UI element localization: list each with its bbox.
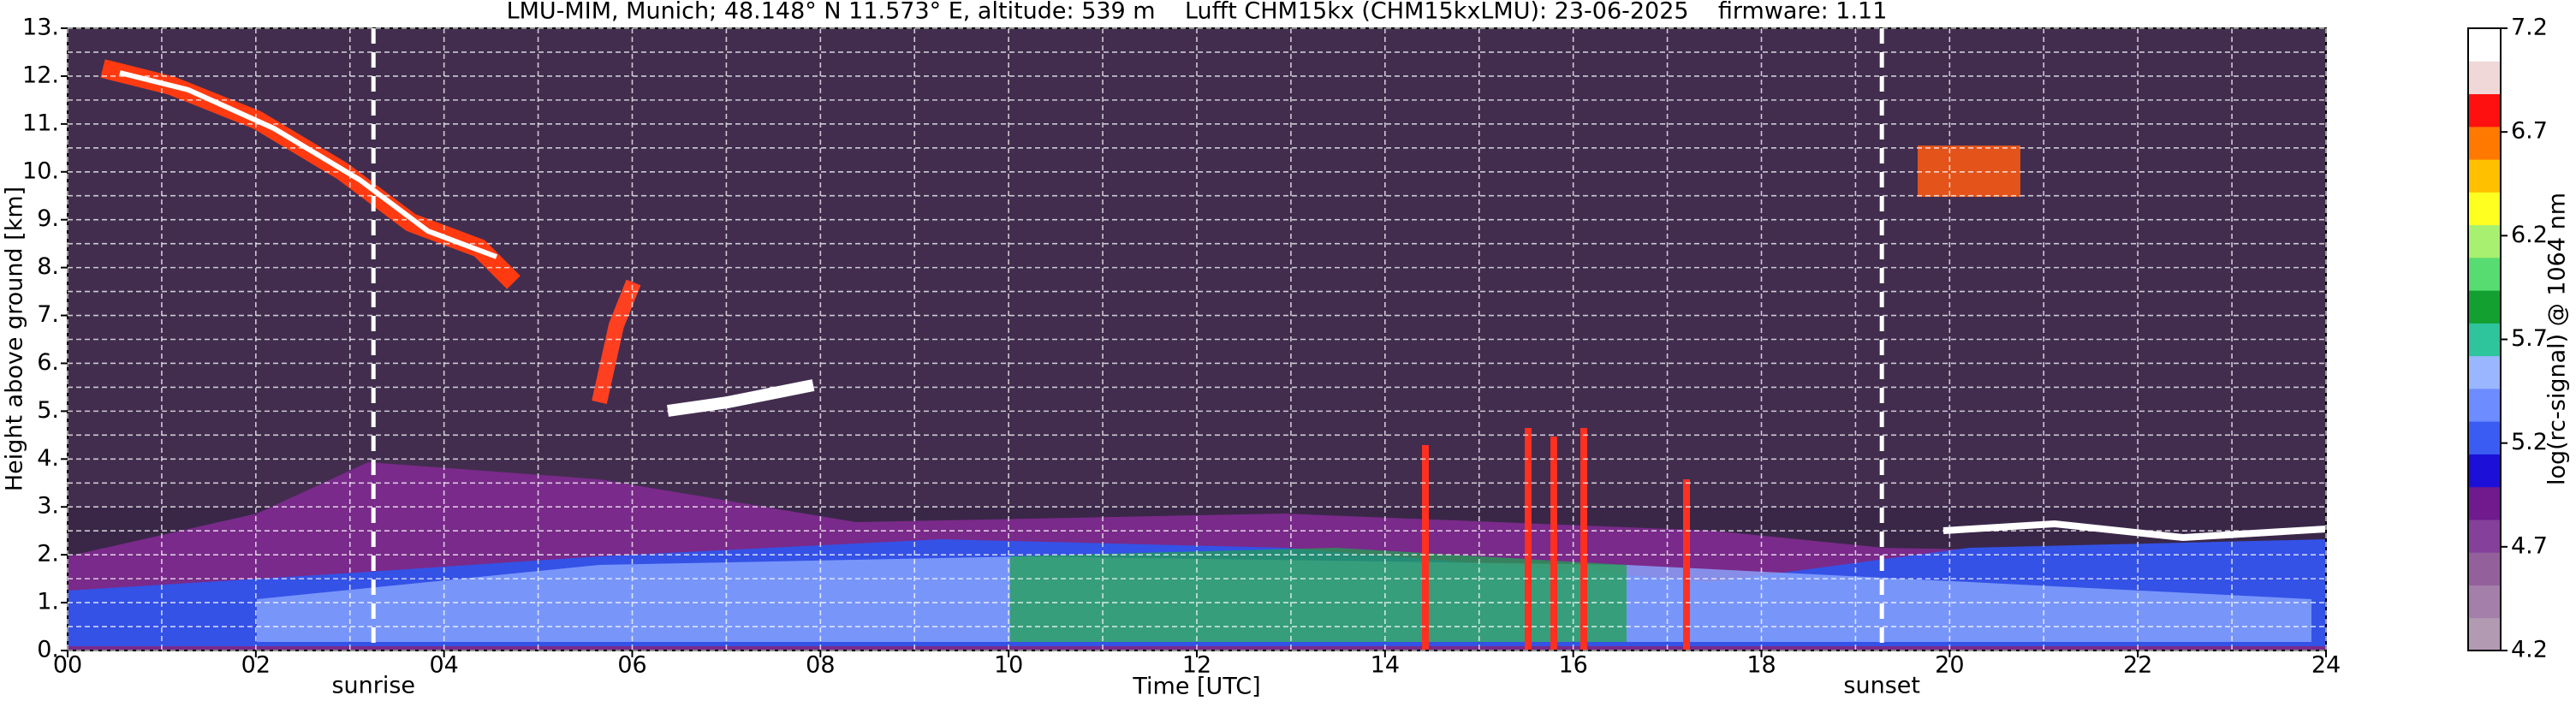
y-tick-label: 9. [37,205,59,232]
colorbar-tick-label: 5.2 [2511,429,2548,455]
y-tick-label: 8. [37,253,59,280]
chart-title: LMU-MIM, Munich; 48.148° N 11.573° E, al… [507,0,1888,25]
x-tick-label: 12 [1182,652,1211,679]
colorbar-tick-label: 6.2 [2511,222,2548,248]
colorbar-segment [2468,585,2501,619]
x-tick-label: 04 [429,652,458,679]
colorbar-segment [2468,224,2501,258]
y-tick-label: 6. [37,349,59,376]
y-tick-label: 12. [22,62,59,88]
colorbar-segment [2468,290,2501,324]
x-tick-label: 24 [2311,652,2341,679]
colorbar-segment [2468,454,2501,488]
y-tick-label: 3. [37,493,59,520]
colorbar-segment [2468,159,2501,193]
y-tick-label: 4. [37,445,59,472]
colorbar-segment [2468,421,2501,454]
x-tick-label: 10 [994,652,1023,679]
colorbar-segment [2468,257,2501,291]
y-tick-label: 10. [22,157,59,184]
colorbar-segment [2468,617,2501,651]
x-tick-label: 14 [1371,652,1400,679]
colorbar-tick-label: 6.7 [2511,118,2548,145]
y-tick-label: 13. [22,15,59,41]
y-tick-label: 2. [37,541,59,567]
colorbar-tick-label: 5.7 [2511,325,2548,352]
annotation: sunset [1843,673,1920,699]
y-tick-label: 1. [37,589,59,615]
cloud [592,279,641,404]
colorbar-segment [2468,519,2501,553]
colorbar-segment [2468,388,2501,422]
y-tick-label: 5. [37,397,59,424]
colorbar-segment [2468,486,2501,520]
x-tick-label: 00 [53,652,82,679]
x-axis-label: Time [UTC] [1132,674,1260,700]
x-tick-label: 18 [1746,652,1776,679]
y-tick-label: 0. [37,637,59,663]
colorbar-segment [2468,323,2501,357]
colorbar-label: log(rc-signal) @ 1064 nm [2544,193,2571,485]
colorbar-segment [2468,61,2501,95]
x-tick-label: 16 [1558,652,1587,679]
colorbar-segment [2468,192,2501,226]
convective-streaks [1422,428,1690,651]
annotation: sunrise [331,673,415,699]
colorbar-segment [2468,355,2501,389]
colorbar-tick-label: 4.7 [2511,532,2548,559]
x-tick-label: 02 [241,652,271,679]
colorbar-segment [2468,93,2501,128]
green-patch [1010,548,1627,642]
y-tick-label: 7. [37,301,59,328]
cloud [667,379,815,417]
x-tick-label: 20 [1935,652,1964,679]
y-tick-label: 11. [22,110,59,136]
colorbar-segment [2468,126,2501,160]
x-tick-label: 08 [806,652,835,679]
y-axis-label: Height above ground [km] [2,187,28,491]
x-tick-label: 22 [2123,652,2152,679]
colorbar-segment [2468,28,2501,62]
colorbar-tick-label: 7.2 [2511,15,2548,41]
colorbar-tick-label: 4.2 [2511,637,2548,663]
colorbar-segment [2468,552,2501,585]
x-tick-label: 06 [617,652,646,679]
cirrus-core [119,70,498,259]
